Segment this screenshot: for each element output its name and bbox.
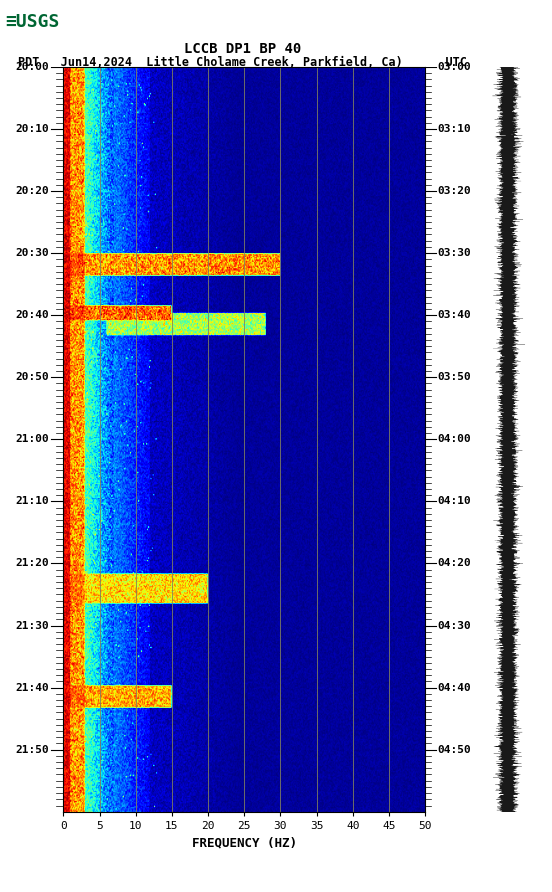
- Text: 03:50: 03:50: [438, 372, 471, 383]
- Text: 21:30: 21:30: [16, 621, 50, 631]
- Text: 03:30: 03:30: [438, 248, 471, 258]
- Text: 21:50: 21:50: [16, 745, 50, 755]
- Text: 21:20: 21:20: [16, 558, 50, 568]
- Text: 21:40: 21:40: [16, 682, 50, 692]
- Text: 20:00: 20:00: [16, 62, 50, 72]
- Text: PDT   Jun14,2024  Little Cholame Creek, Parkfield, Ca)      UTC: PDT Jun14,2024 Little Cholame Creek, Par…: [18, 56, 468, 69]
- Text: 04:00: 04:00: [438, 434, 471, 444]
- Text: 20:20: 20:20: [16, 186, 50, 196]
- Text: ≡USGS: ≡USGS: [6, 13, 60, 31]
- Text: 20:40: 20:40: [16, 310, 50, 320]
- Text: 20:30: 20:30: [16, 248, 50, 258]
- Text: 20:50: 20:50: [16, 372, 50, 383]
- X-axis label: FREQUENCY (HZ): FREQUENCY (HZ): [192, 837, 297, 849]
- Text: 03:20: 03:20: [438, 186, 471, 196]
- Text: 04:50: 04:50: [438, 745, 471, 755]
- Text: 04:30: 04:30: [438, 621, 471, 631]
- Text: 04:10: 04:10: [438, 496, 471, 507]
- Text: 03:00: 03:00: [438, 62, 471, 72]
- Text: 21:00: 21:00: [16, 434, 50, 444]
- Text: 03:40: 03:40: [438, 310, 471, 320]
- Text: 04:40: 04:40: [438, 682, 471, 692]
- Text: 03:10: 03:10: [438, 124, 471, 134]
- Text: LCCB DP1 BP 40: LCCB DP1 BP 40: [184, 42, 301, 56]
- Text: 21:10: 21:10: [16, 496, 50, 507]
- Text: 20:10: 20:10: [16, 124, 50, 134]
- Text: 04:20: 04:20: [438, 558, 471, 568]
